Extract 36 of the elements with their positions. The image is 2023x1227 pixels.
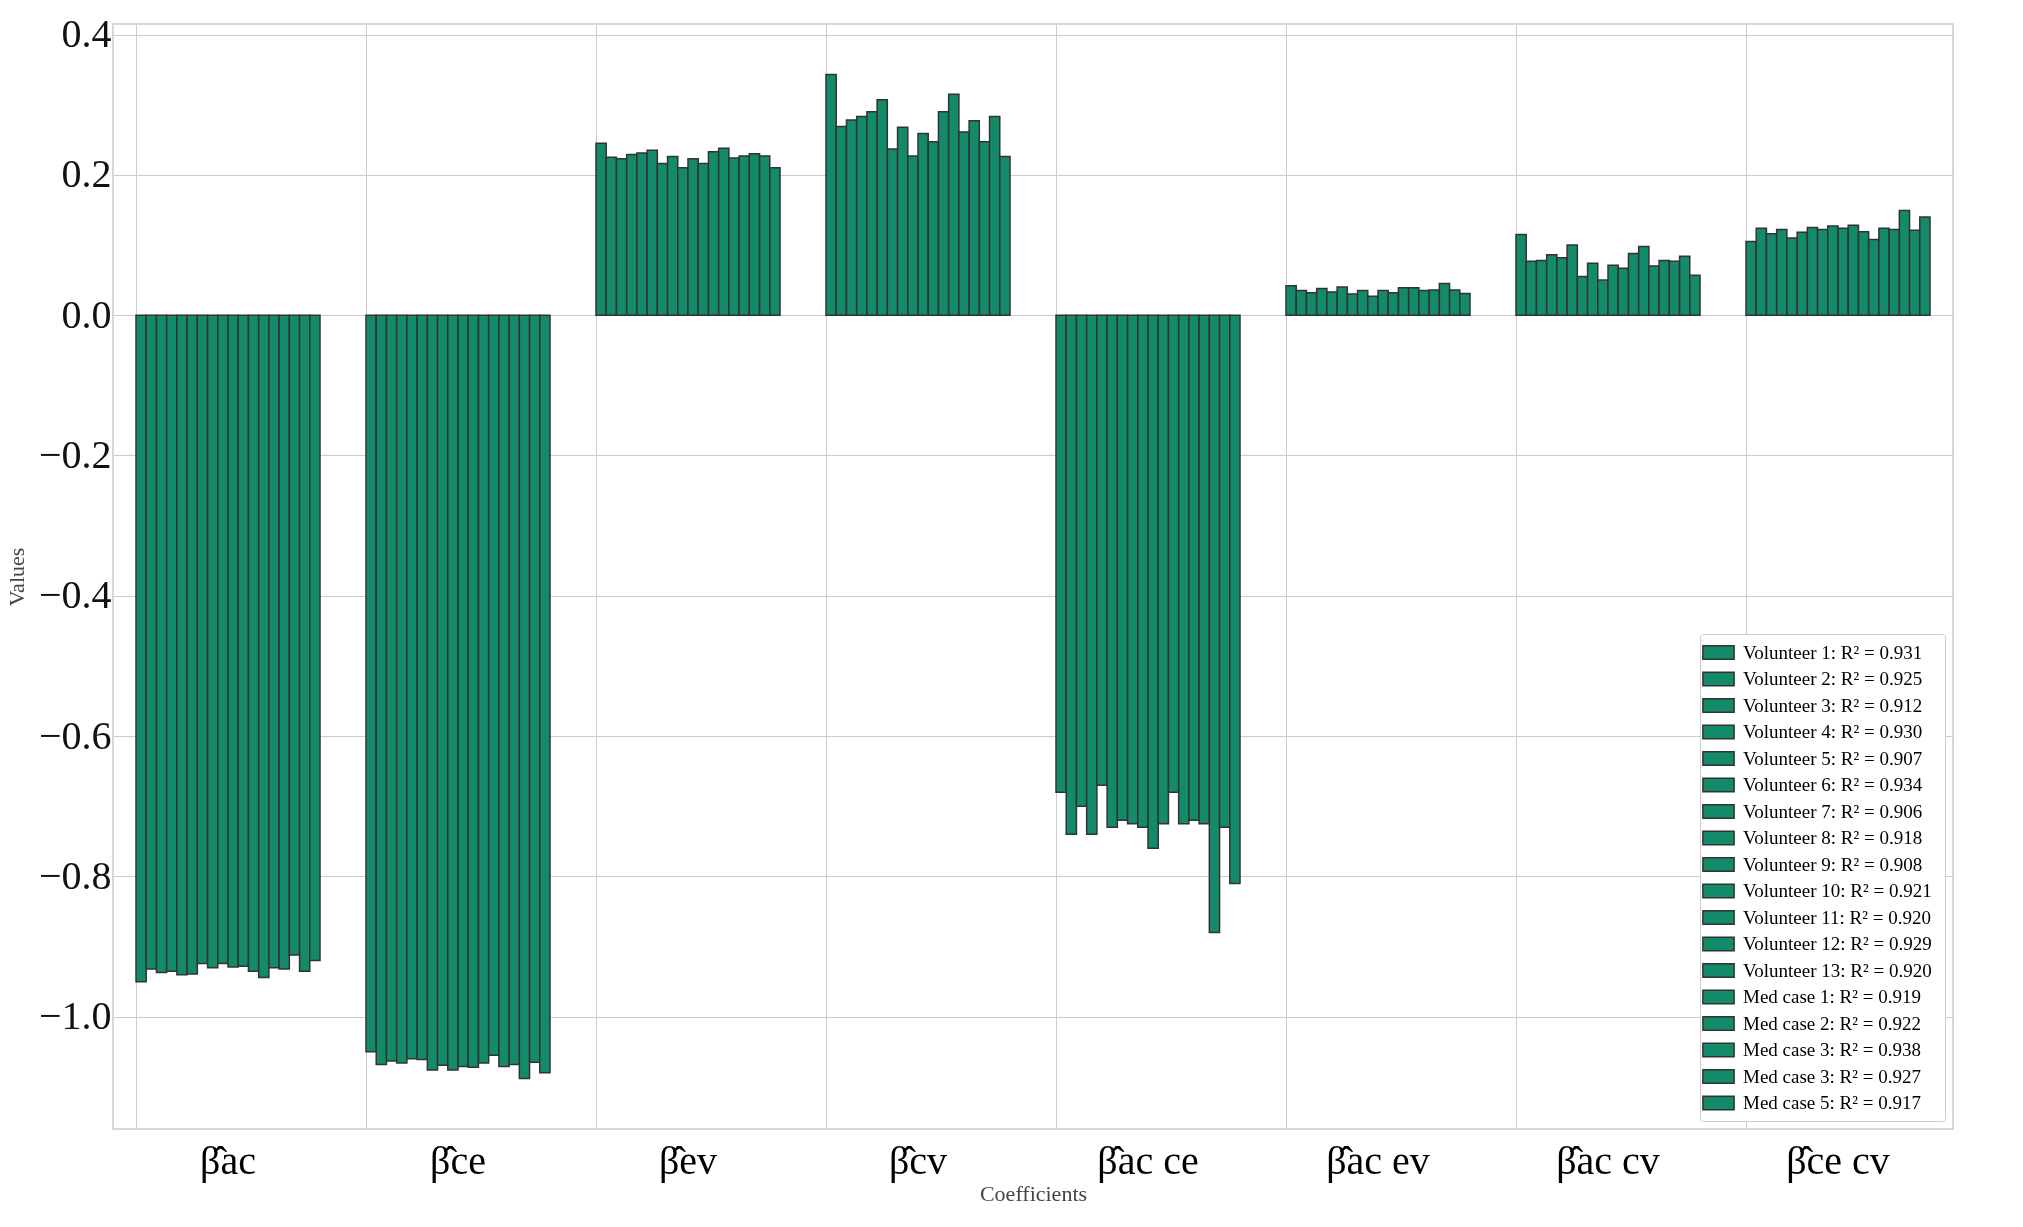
x-tick-label: β̂ac ev (1326, 1137, 1430, 1183)
legend-label: Med case 2: R² = 0.922 (1743, 1012, 1921, 1034)
x-tick-label: β̂ac (200, 1137, 256, 1183)
legend-label: Volunteer 10: R² = 0.921 (1743, 880, 1932, 901)
legend-label: Volunteer 11: R² = 0.920 (1743, 906, 1931, 928)
legend-label: Volunteer 5: R² = 0.907 (1743, 747, 1923, 769)
legend-label: Med case 1: R² = 0.919 (1743, 986, 1921, 1007)
x-tick-label: β̂ev (658, 1137, 718, 1183)
legend-label: Volunteer 6: R² = 0.934 (1743, 774, 1923, 795)
legend-label: Med case 5: R² = 0.917 (1743, 1092, 1921, 1113)
y-tick-label: 0.2 (61, 151, 112, 197)
x-tick-label: β̂ce (430, 1137, 486, 1183)
legend-label: Volunteer 1: R² = 0.931 (1743, 641, 1923, 663)
legend-label: Volunteer 12: R² = 0.929 (1743, 933, 1932, 954)
y-tick-label: 0.4 (61, 11, 112, 57)
y-tick-label: −1.0 (38, 993, 112, 1039)
x-axis-title: Coefficients (979, 1180, 1088, 1206)
legend-label: Volunteer 8: R² = 0.918 (1743, 827, 1923, 848)
legend-label: Volunteer 3: R² = 0.912 (1743, 694, 1923, 716)
x-tick-label: β̂ac cv (1556, 1137, 1660, 1183)
x-tick-label: β̂ac ce (1097, 1137, 1199, 1183)
y-tick-label: −0.4 (38, 572, 112, 618)
legend-label: Volunteer 7: R² = 0.906 (1743, 800, 1923, 822)
legend-label: Volunteer 4: R² = 0.930 (1743, 721, 1923, 742)
legend-label: Volunteer 2: R² = 0.925 (1743, 668, 1923, 689)
y-axis-title: Values (3, 547, 29, 607)
y-tick-label: −0.2 (38, 431, 112, 477)
x-tick-label: β̂cv (888, 1137, 948, 1183)
legend-label: Volunteer 9: R² = 0.908 (1743, 853, 1923, 875)
legend-label: Med case 3: R² = 0.938 (1743, 1039, 1921, 1060)
y-tick-label: −0.6 (38, 712, 112, 758)
legend-label: Med case 3: R² = 0.927 (1743, 1065, 1921, 1087)
y-tick-label: 0.0 (61, 291, 112, 337)
legend-label: Volunteer 13: R² = 0.920 (1743, 959, 1932, 981)
x-tick-label: β̂ce cv (1786, 1137, 1890, 1183)
y-tick-label: −0.8 (38, 852, 112, 898)
